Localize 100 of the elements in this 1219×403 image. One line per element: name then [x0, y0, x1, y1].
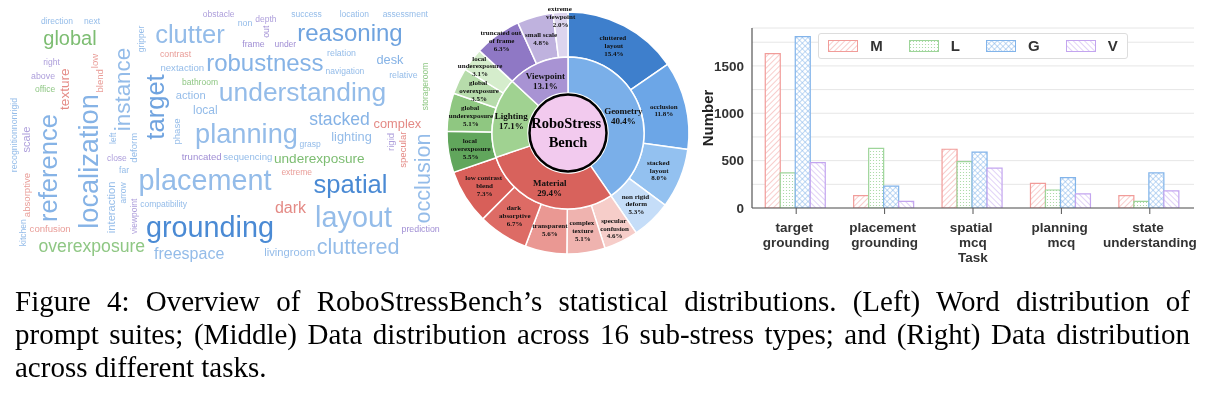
text: scale: [20, 126, 33, 153]
text: dark: [274, 199, 308, 217]
text: above: [31, 70, 56, 81]
text: deform: [127, 132, 139, 163]
bar: [794, 35, 811, 208]
text: viewpoint: [129, 197, 140, 234]
text: grasp: [299, 139, 321, 150]
y-tick-label: 1000: [713, 106, 744, 122]
text: action: [175, 89, 206, 102]
slice-label: Viewpoint: [525, 71, 565, 82]
text: gripper: [136, 25, 147, 53]
text: placement: [138, 164, 272, 197]
text: navigation: [325, 66, 365, 77]
y-tick-label: 1500: [713, 58, 744, 74]
bar: [779, 172, 796, 208]
bar: [764, 52, 781, 208]
data-label: 17.1%: [498, 120, 524, 131]
caption: Figure 4: Overview of RoboStressBench’s statistical distributions. (Left) Word distribution of prompt suites; (Middle) Data distribution across 16 sub-stress types; and (Right) Data distribution across different tasks.: [15, 285, 1190, 383]
data-label: 29.4%: [537, 188, 563, 199]
bar: [941, 148, 958, 208]
text: compatibility: [140, 198, 188, 209]
text: texture: [56, 68, 72, 110]
text: stacked: [309, 109, 370, 130]
text: understanding: [218, 77, 387, 108]
text: reasoning: [297, 19, 403, 47]
bar: [1029, 182, 1047, 208]
bar: [1074, 193, 1092, 208]
text: absorptive: [21, 172, 33, 218]
text: overexposure: [38, 235, 146, 256]
text: occlusion: [409, 133, 435, 224]
slice-label: Lighting: [494, 110, 529, 121]
text: lighting: [331, 129, 372, 145]
text: global: [43, 27, 97, 49]
text: low: [89, 53, 101, 69]
text: depth: [255, 13, 277, 24]
bar: [868, 147, 885, 208]
text: right: [43, 56, 61, 67]
text: storageroom: [419, 62, 430, 111]
text: extreme: [281, 166, 313, 177]
text: freespace: [154, 244, 225, 262]
data-label: 40.4%: [611, 115, 636, 126]
text: localization: [72, 94, 104, 229]
bar: [809, 161, 826, 208]
legend-label: V: [1107, 37, 1118, 54]
text: truncated: [181, 150, 222, 162]
text: RoboStress Bench: [531, 115, 605, 151]
text: next: [83, 15, 101, 26]
text: confusion: [29, 223, 71, 235]
text: close: [107, 153, 128, 164]
bar: [1059, 177, 1077, 208]
text: phase: [171, 118, 183, 145]
legend-label: L: [950, 37, 960, 54]
bar: [971, 151, 988, 208]
text: reference: [33, 113, 62, 223]
bar: [1148, 172, 1165, 208]
text: clutter: [155, 19, 226, 48]
text: complex: [373, 115, 422, 131]
text: sequencing: [223, 151, 273, 163]
text: rigid: [384, 132, 396, 151]
text: desk: [376, 52, 405, 68]
text: local: [193, 102, 218, 117]
bar: [1118, 195, 1135, 208]
text: frame: [242, 38, 265, 49]
text: far: [119, 164, 130, 175]
x-tick-label: placement grounding: [849, 220, 920, 250]
text: relative: [389, 69, 418, 80]
text: location: [339, 8, 370, 19]
y-tick-label: 0: [736, 200, 744, 216]
bar: [956, 160, 973, 208]
y-tick-label: 500: [721, 153, 744, 169]
text: obstacle: [202, 8, 235, 19]
text: specular: [397, 130, 409, 168]
x-tick-label: spatial mcq: [949, 220, 997, 250]
text: grounding: [145, 211, 275, 244]
x-axis-title: Task: [958, 250, 989, 265]
text: relation: [327, 47, 357, 58]
text: nextaction: [160, 61, 205, 73]
x-tick-label: planning mcq: [1031, 220, 1092, 250]
text: livingroom: [264, 246, 316, 259]
text: prediction: [401, 224, 440, 235]
text: layout: [315, 201, 392, 234]
text: office: [35, 84, 56, 95]
bar: [1163, 190, 1180, 208]
text: target: [140, 74, 169, 140]
text: out: [261, 24, 272, 38]
text: blend: [93, 69, 105, 93]
legend-label: M: [870, 37, 883, 54]
text: underexposure: [273, 150, 365, 166]
text: non: [237, 18, 253, 29]
text: contrast: [159, 49, 192, 60]
text: interaction: [105, 181, 118, 234]
x-tick-label: state understanding: [1102, 220, 1197, 250]
text: bathroom: [182, 77, 219, 88]
text: planning: [195, 117, 298, 149]
text: success: [291, 8, 322, 19]
text: left: [108, 131, 119, 144]
legend-label: G: [1027, 37, 1040, 54]
text: under: [274, 38, 297, 49]
slice-label: Material: [532, 178, 567, 189]
text: cluttered: [316, 233, 400, 259]
